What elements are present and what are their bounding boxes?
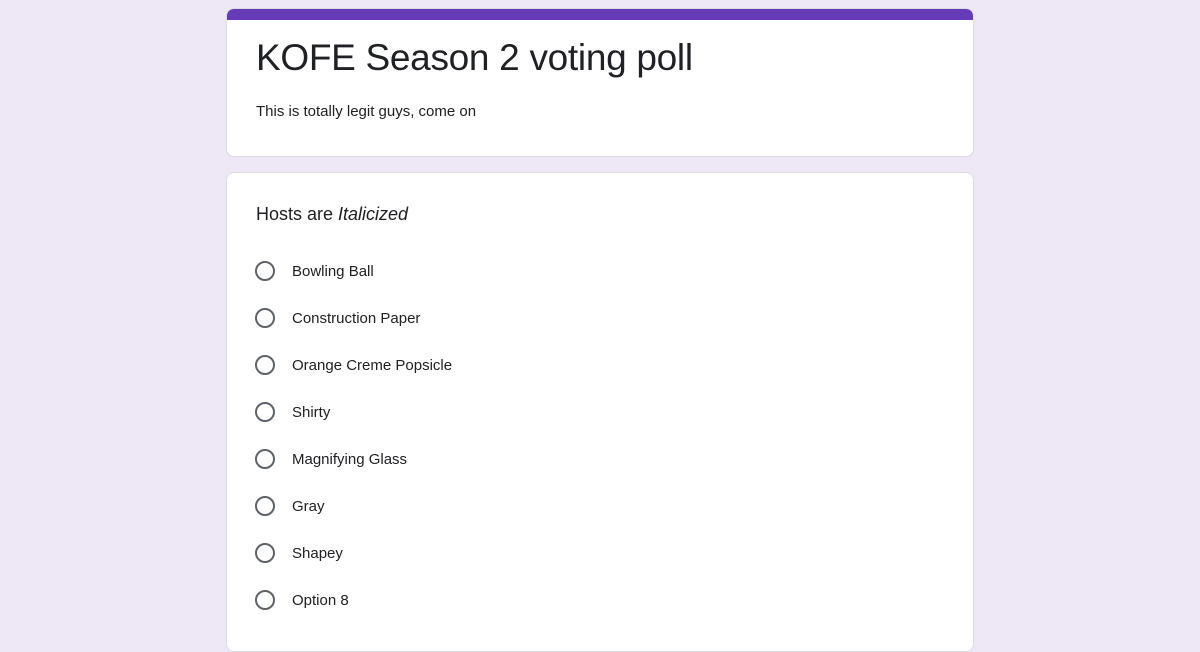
radio-option[interactable]: Gray	[255, 494, 325, 518]
radio-button-icon[interactable]	[255, 496, 275, 516]
radio-option[interactable]: Shirty	[255, 400, 330, 424]
form-description: This is totally legit guys, come on	[256, 103, 477, 120]
radio-option[interactable]: Bowling Ball	[255, 259, 374, 283]
radio-button-icon[interactable]	[255, 355, 275, 375]
option-label: Option 8	[292, 591, 349, 609]
radio-option[interactable]: Magnifying Glass	[255, 447, 407, 471]
radio-option[interactable]: Shapey	[255, 541, 343, 565]
option-label: Shirty	[292, 403, 331, 421]
question-title: Hosts are Italicized	[256, 204, 408, 225]
option-label: Construction Paper	[292, 309, 421, 327]
radio-option[interactable]: Construction Paper	[255, 306, 420, 330]
option-label: Magnifying Glass	[292, 450, 408, 468]
radio-button-icon[interactable]	[255, 449, 275, 469]
radio-option[interactable]: Orange Creme Popsicle	[255, 353, 452, 377]
question-card: Hosts are Italicized Bowling Ball Constru…	[226, 172, 974, 652]
option-label: Gray	[292, 497, 325, 515]
radio-button-icon[interactable]	[255, 590, 275, 610]
form-header-card: KOFE Season 2 voting poll This is totall…	[226, 8, 974, 157]
accent-bar	[227, 9, 973, 20]
question-text-italic: Italicized	[338, 204, 409, 224]
question-text: Hosts are	[256, 204, 339, 224]
radio-button-icon[interactable]	[255, 402, 275, 422]
radio-button-icon[interactable]	[255, 308, 275, 328]
option-label: Bowling Ball	[292, 262, 374, 280]
form-title: KOFE Season 2 voting poll	[256, 37, 693, 78]
option-label: Orange Creme Popsicle	[292, 356, 453, 374]
radio-option[interactable]: Option 8	[255, 588, 349, 612]
option-label: Shapey	[292, 544, 343, 562]
radio-button-icon[interactable]	[255, 261, 275, 281]
radio-button-icon[interactable]	[255, 543, 275, 563]
